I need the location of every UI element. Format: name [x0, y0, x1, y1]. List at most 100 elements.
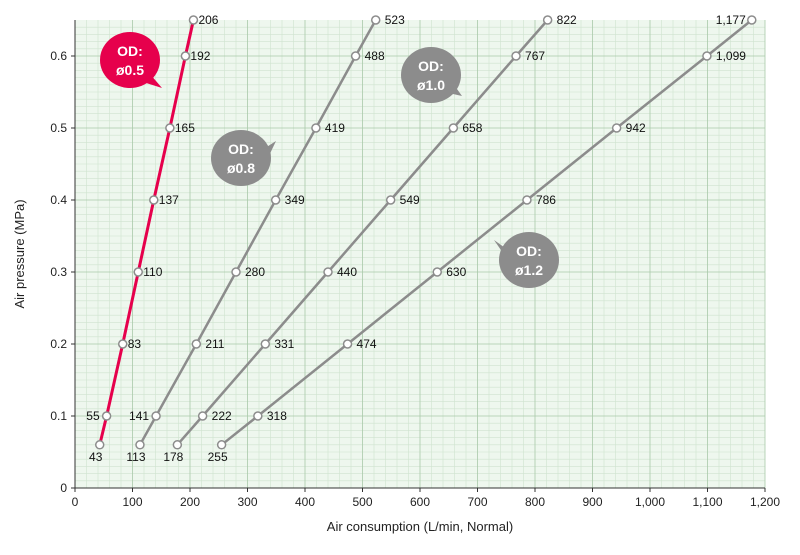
data-label: 178 [163, 450, 183, 464]
data-point-marker [101, 411, 112, 421]
od-bubble-label-line1: OD: [418, 58, 444, 74]
data-point-marker [133, 267, 143, 277]
data-label: 1,177 [716, 13, 746, 27]
series-line [98, 19, 195, 446]
series-line [176, 19, 549, 446]
od-bubble: OD: ø1.2 [494, 232, 559, 288]
data-label: 822 [557, 13, 577, 27]
data-point-marker [747, 15, 757, 25]
data-point-marker [385, 195, 396, 205]
od-bubble: OD: ø1.0 [401, 47, 462, 103]
data-point-marker [511, 51, 521, 61]
data-point-marker [149, 195, 159, 205]
data-point-marker [165, 123, 175, 133]
x-tick-label: 1,000 [635, 495, 665, 509]
data-point-marker [94, 440, 105, 450]
data-point-marker [270, 195, 281, 205]
y-tick-label: 0.5 [50, 121, 67, 135]
x-tick-label: 700 [467, 495, 487, 509]
data-point-marker [188, 15, 199, 25]
od-bubble-body [100, 32, 160, 88]
od-bubble-label-line2: ø0.5 [116, 62, 144, 78]
od-bubble-label-line1: OD: [228, 141, 254, 157]
x-tick-label: 800 [525, 495, 545, 509]
data-point-marker [432, 267, 442, 277]
x-tick-label: 300 [237, 495, 257, 509]
data-point-marker [522, 195, 532, 205]
data-label: 523 [385, 13, 405, 27]
data-point-marker [448, 123, 459, 133]
data-point-marker [216, 440, 227, 450]
data-label: 786 [536, 193, 556, 207]
od-bubble-label-line1: OD: [516, 243, 542, 259]
series-layer [94, 15, 757, 450]
od-bubble-body [211, 130, 271, 186]
data-point-marker [370, 15, 381, 25]
data-label: 419 [325, 121, 345, 135]
series-line [138, 19, 377, 446]
data-label: 630 [446, 265, 466, 279]
data-point-marker [180, 51, 191, 61]
data-point-marker [231, 267, 241, 277]
data-label: 222 [212, 409, 232, 423]
od-bubble-label-line2: ø1.0 [417, 77, 445, 93]
data-label: 349 [285, 193, 305, 207]
data-point-marker [311, 123, 321, 133]
x-tick-label: 500 [352, 495, 372, 509]
data-label: 440 [337, 265, 357, 279]
x-tick-label: 600 [410, 495, 430, 509]
data-point-marker [260, 339, 271, 349]
data-label-layer: 43 55 83 110 137 165 192 206 113 141 211 280 349 419 4… [86, 13, 746, 464]
data-point-marker [323, 267, 333, 277]
x-tick-label: 1,200 [750, 495, 780, 509]
data-point-marker [611, 123, 622, 133]
od-bubble: OD: ø0.8 [211, 130, 276, 186]
data-label: 43 [89, 450, 103, 464]
data-label: 165 [175, 121, 195, 135]
data-label: 549 [400, 193, 420, 207]
od-bubble-label-line2: ø0.8 [227, 160, 255, 176]
x-tick-label: 1,100 [692, 495, 722, 509]
data-point-marker [151, 411, 161, 421]
data-label: 488 [365, 49, 385, 63]
y-axis-title: Air pressure (MPa) [12, 199, 27, 308]
data-label: 192 [190, 49, 210, 63]
x-tick-label: 0 [72, 495, 79, 509]
data-label: 211 [205, 337, 224, 351]
data-label: 942 [626, 121, 646, 135]
od-bubble-layer: OD: ø0.5 OD: ø0.8 OD: ø1.0 OD: ø1.2 [100, 32, 559, 288]
data-label: 474 [357, 337, 377, 351]
data-point-marker [342, 339, 353, 349]
data-label: 318 [267, 409, 287, 423]
x-tick-label: 200 [180, 495, 200, 509]
od-bubble-label-line1: OD: [117, 43, 143, 59]
data-point-marker [191, 339, 202, 349]
x-tick-label: 900 [582, 495, 602, 509]
y-tick-label: 0.3 [50, 265, 67, 279]
x-tick-label: 100 [122, 495, 142, 509]
series-line [220, 19, 753, 446]
data-point-marker [253, 411, 263, 421]
data-label: 141 [129, 409, 149, 423]
data-label: 137 [159, 193, 179, 207]
od-bubble: OD: ø0.5 [100, 32, 162, 88]
y-tick-label: 0 [60, 481, 67, 495]
data-label: 55 [86, 409, 100, 423]
y-tick-label: 0.1 [50, 409, 67, 423]
data-label: 1,099 [716, 49, 746, 63]
data-point-marker [542, 15, 553, 25]
axis-layer: 0 100 200 300 400 500 600 700 800 900 1,000 1,100 1,… [50, 20, 780, 509]
y-tick-label: 0.6 [50, 49, 67, 63]
data-label: 658 [462, 121, 482, 135]
od-bubble-body [401, 47, 461, 103]
x-tick-label: 400 [295, 495, 315, 509]
y-tick-label: 0.4 [50, 193, 67, 207]
data-label: 255 [208, 450, 228, 464]
data-label: 767 [525, 49, 545, 63]
od-bubble-label-line2: ø1.2 [515, 262, 543, 278]
data-label: 83 [128, 337, 142, 351]
data-label: 206 [198, 13, 218, 27]
data-label: 110 [143, 265, 162, 279]
data-label: 331 [274, 337, 294, 351]
